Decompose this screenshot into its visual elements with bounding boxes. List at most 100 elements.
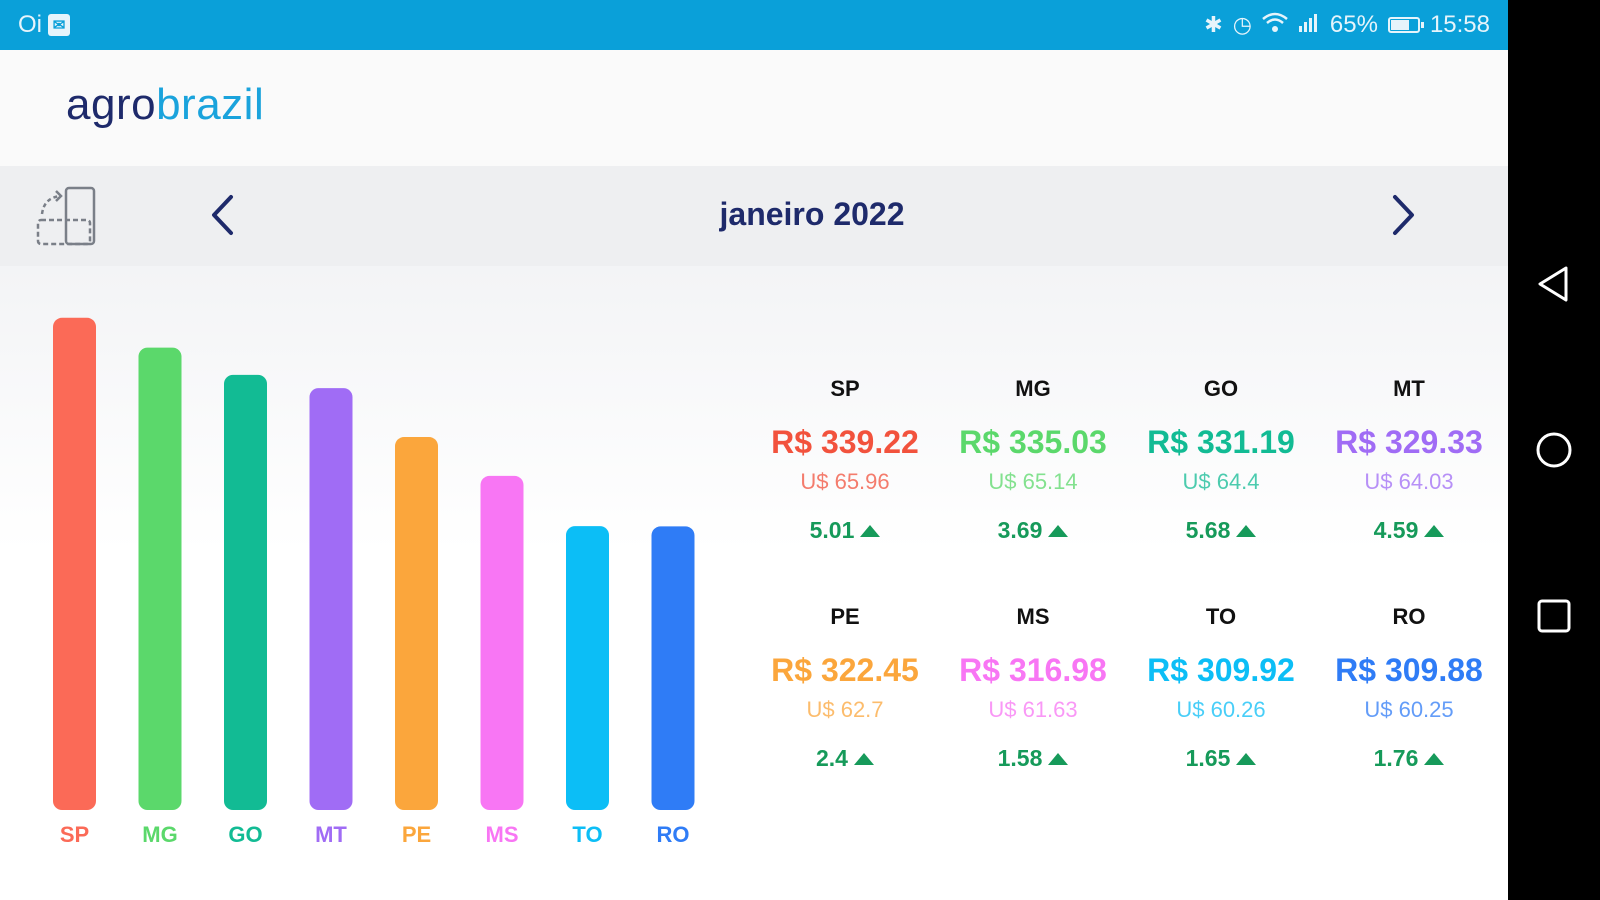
- card-state-label: MS: [1016, 604, 1050, 629]
- card-change-value: 1.76: [1373, 745, 1419, 771]
- home-icon[interactable]: [1530, 426, 1578, 474]
- system-nav-bar: [1508, 0, 1600, 900]
- card-change: 2.4: [750, 745, 940, 772]
- card-state-label: MG: [1015, 376, 1051, 401]
- arrow-up-icon: [1048, 752, 1069, 765]
- card-change: 1.65: [1126, 745, 1316, 772]
- status-right: ✱ ◷ 65% 15:58: [1204, 11, 1490, 39]
- main-content: SP MG GO MT PE MS TO RO SP R$ 339.22 U$ 65.96 5.01…: [0, 266, 1508, 900]
- card-usd-price: U$ 64.4: [1182, 469, 1260, 494]
- card-brl-price: R$ 335.03: [959, 424, 1107, 460]
- price-card-pe[interactable]: PE R$ 322.45 U$ 62.7 2.4: [750, 604, 940, 772]
- card-brl-price: R$ 322.45: [771, 652, 919, 688]
- back-icon[interactable]: [1530, 260, 1578, 308]
- x-tick-label-go: GO: [228, 822, 262, 847]
- status-left: Oi ✉: [18, 11, 70, 39]
- card-change: 1.58: [938, 745, 1128, 772]
- x-tick-label-to: TO: [572, 822, 602, 847]
- app-logo: agrobrazil: [66, 80, 264, 130]
- bar-to[interactable]: [566, 526, 609, 810]
- price-card-ro[interactable]: RO R$ 309.88 U$ 60.25 1.76: [1314, 604, 1504, 772]
- bar-ms[interactable]: [480, 475, 524, 810]
- previous-month-button[interactable]: [202, 190, 242, 240]
- status-bar: Oi ✉ ✱ ◷ 65% 15:58: [0, 0, 1508, 50]
- card-change: 5.01: [750, 517, 940, 544]
- signal-icon: [1298, 12, 1320, 38]
- logo-part-agro: agro: [66, 80, 157, 129]
- card-usd-price: U$ 60.25: [1364, 697, 1454, 722]
- card-change-value: 5.68: [1185, 517, 1231, 543]
- card-change-value: 5.01: [809, 517, 855, 543]
- month-label: janeiro 2022: [719, 196, 905, 232]
- card-state-label: PE: [830, 604, 860, 629]
- carrier-label: Oi: [18, 11, 42, 38]
- bar-mg[interactable]: [138, 347, 182, 810]
- x-tick-label-mg: MG: [142, 822, 177, 847]
- bar-pe[interactable]: [395, 437, 438, 810]
- arrow-up-icon: [1236, 752, 1257, 765]
- price-card-ms[interactable]: MS R$ 316.98 U$ 61.63 1.58: [938, 604, 1128, 772]
- arrow-up-icon: [860, 524, 881, 537]
- card-change-value: 1.65: [1185, 745, 1231, 771]
- logo-part-brazil: brazil: [156, 80, 265, 129]
- bar-mt[interactable]: [309, 388, 353, 810]
- card-change-value: 3.69: [997, 517, 1043, 543]
- x-tick-label-mt: MT: [315, 822, 347, 847]
- bar-sp[interactable]: [53, 317, 96, 810]
- month-navigation: janeiro 2022: [0, 166, 1508, 266]
- app-header: agrobrazil: [0, 50, 1508, 166]
- price-card-mt[interactable]: MT R$ 329.33 U$ 64.03 4.59: [1314, 376, 1504, 544]
- next-month-button[interactable]: [1384, 190, 1424, 240]
- notification-icon: ✉: [48, 14, 70, 36]
- x-tick-label-pe: PE: [402, 822, 431, 847]
- x-tick-label-ms: MS: [486, 822, 519, 847]
- card-brl-price: R$ 329.33: [1335, 424, 1483, 460]
- card-state-label: GO: [1203, 376, 1239, 401]
- price-card-sp[interactable]: SP R$ 339.22 U$ 65.96 5.01: [750, 376, 940, 544]
- card-change: 1.76: [1314, 745, 1504, 772]
- alarm-icon: ◷: [1232, 12, 1252, 37]
- chevron-left-icon: [212, 195, 233, 235]
- price-card-to[interactable]: TO R$ 309.92 U$ 60.26 1.65: [1126, 604, 1316, 772]
- arrow-up-icon: [1048, 524, 1069, 537]
- card-state-label: SP: [830, 376, 860, 401]
- battery-percent: 65%: [1329, 11, 1378, 38]
- arrow-up-icon: [1424, 524, 1445, 537]
- x-tick-label-sp: SP: [60, 822, 89, 847]
- price-card-go[interactable]: GO R$ 331.19 U$ 64.4 5.68: [1126, 376, 1316, 544]
- card-brl-price: R$ 331.19: [1147, 424, 1295, 460]
- card-usd-price: U$ 61.63: [988, 697, 1078, 722]
- wifi-icon: [1262, 11, 1288, 39]
- card-brl-price: R$ 316.98: [959, 652, 1107, 688]
- card-change: 3.69: [938, 517, 1128, 544]
- card-change-value: 4.59: [1373, 517, 1419, 543]
- arrow-up-icon: [1236, 524, 1257, 537]
- recents-icon[interactable]: [1530, 592, 1578, 640]
- card-brl-price: R$ 309.88: [1335, 652, 1483, 688]
- card-state-label: MT: [1393, 376, 1425, 401]
- price-bar-chart: SP MG GO MT PE MS TO RO: [53, 317, 695, 847]
- battery-icon: [1387, 17, 1424, 33]
- price-card-mg[interactable]: MG R$ 335.03 U$ 65.14 3.69: [938, 376, 1128, 544]
- card-usd-price: U$ 62.7: [806, 697, 884, 722]
- card-usd-price: U$ 65.14: [988, 469, 1078, 494]
- card-usd-price: U$ 60.26: [1176, 697, 1266, 722]
- x-tick-label-ro: RO: [657, 822, 690, 847]
- rotate-screen-icon[interactable]: [34, 186, 100, 248]
- bar-go[interactable]: [224, 374, 267, 810]
- bar-ro[interactable]: [651, 526, 695, 810]
- card-brl-price: R$ 309.92: [1147, 652, 1295, 688]
- card-brl-price: R$ 339.22: [771, 424, 919, 460]
- arrow-up-icon: [1424, 752, 1445, 765]
- arrow-up-icon: [853, 752, 874, 765]
- bluetooth-icon: ✱: [1204, 12, 1223, 37]
- card-state-label: RO: [1392, 604, 1426, 629]
- card-change-value: 2.4: [816, 745, 848, 771]
- card-change-value: 1.58: [997, 745, 1043, 771]
- card-usd-price: U$ 65.96: [800, 469, 890, 494]
- clock: 15:58: [1429, 11, 1490, 38]
- chevron-right-icon: [1393, 195, 1414, 235]
- card-change: 5.68: [1126, 517, 1316, 544]
- card-change: 4.59: [1314, 517, 1504, 544]
- card-usd-price: U$ 64.03: [1364, 469, 1454, 494]
